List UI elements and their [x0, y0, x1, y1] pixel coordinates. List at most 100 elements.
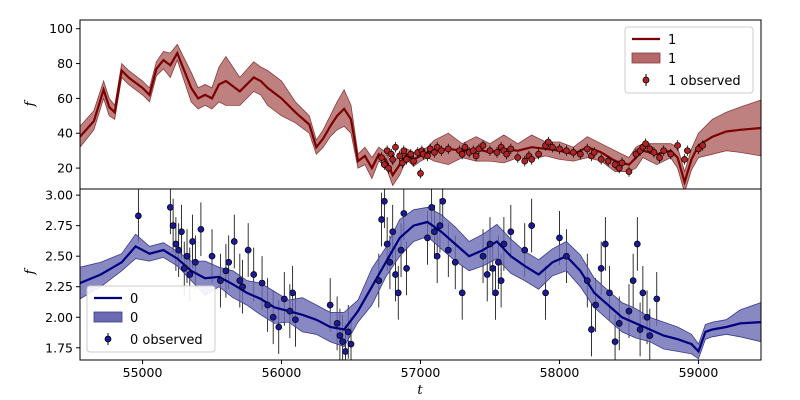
top-legend-point-swatch — [642, 76, 650, 84]
top-y-tick-label: 100 — [49, 21, 73, 36]
bot-observed-point — [458, 289, 466, 297]
top-observed-points — [378, 136, 706, 179]
top-legend-label-line: 1 — [668, 33, 676, 48]
top-observed-point — [385, 164, 392, 172]
x-tick-label: 56000 — [262, 365, 302, 380]
bot-observed-point — [378, 216, 385, 223]
bottom-panel: 1.75 2.00 2.25 2.50 2.75 3.00 55000 56000 57000… — [23, 188, 762, 398]
top-observed-point — [400, 147, 408, 155]
bot-observed-point — [166, 203, 174, 211]
top-observed-point — [650, 149, 658, 156]
bot-observed-point — [633, 240, 641, 248]
top-observed-point — [683, 147, 691, 155]
top-observed-point — [556, 145, 563, 153]
bot-observed-point — [646, 332, 654, 339]
bot-observed-point — [424, 234, 431, 242]
bot-observed-point — [289, 289, 296, 297]
bot-observed-point — [497, 277, 505, 284]
bottom-mean-line — [80, 220, 761, 354]
top-observed-point — [486, 147, 494, 155]
bot-observed-point — [342, 348, 349, 355]
x-tick-label: 58000 — [540, 365, 580, 380]
bot-observed-point — [394, 289, 402, 297]
top-observed-point — [392, 143, 399, 151]
bot-observed-point — [444, 246, 452, 254]
top-observed-point — [403, 156, 410, 163]
bot-observed-point — [175, 246, 183, 254]
top-observed-point — [535, 150, 542, 158]
bot-observed-point — [222, 267, 230, 275]
bottom-plot-frame — [79, 188, 762, 361]
top-observed-point — [625, 168, 633, 175]
bot-observed-point — [339, 338, 347, 346]
bot-observed-point — [486, 240, 494, 248]
x-tick-label: 59000 — [679, 365, 719, 380]
bot-observed-point — [383, 240, 391, 248]
top-observed-point — [681, 156, 688, 163]
bot-observed-point — [275, 323, 283, 331]
bot-observed-point — [286, 307, 294, 315]
bot-observed-point — [197, 225, 205, 233]
bot-observed-point — [392, 271, 399, 278]
bottom-legend-box — [86, 285, 216, 353]
top-y-tick-label: 20 — [57, 161, 73, 176]
bot-observed-point — [381, 197, 388, 205]
top-legend: 1 1 1 observed — [624, 26, 754, 94]
top-observed-point — [667, 150, 675, 158]
bot-observed-point — [643, 313, 651, 321]
bot-y-tick-label: 3.00 — [45, 188, 73, 203]
bot-observed-point — [653, 295, 661, 303]
bot-y-tick-label: 2.50 — [45, 249, 73, 264]
top-observed-point — [479, 142, 487, 149]
top-observed-point — [417, 169, 424, 177]
bot-observed-point — [507, 228, 515, 236]
bot-observed-point — [494, 258, 502, 266]
bot-observed-point — [375, 277, 383, 284]
bot-observed-point — [183, 252, 191, 260]
bot-observed-point — [186, 271, 194, 278]
bot-observed-point — [192, 258, 199, 266]
bot-observed-point — [639, 289, 647, 297]
bot-observed-point — [588, 326, 595, 333]
top-observed-point — [437, 147, 445, 155]
top-y-axis-label: f — [23, 99, 38, 107]
bot-observed-point — [428, 203, 435, 211]
bot-observed-point — [264, 301, 271, 309]
bot-y-tick-label: 2.00 — [45, 310, 73, 325]
bot-observed-point — [611, 338, 619, 346]
top-observed-point — [660, 147, 668, 155]
top-observed-point — [507, 145, 515, 153]
bot-observed-point — [230, 238, 238, 245]
bot-observed-point — [269, 313, 277, 321]
bot-observed-point — [217, 277, 224, 284]
bot-observed-point — [528, 222, 536, 229]
top-legend-label-observed: 1 observed — [668, 74, 741, 89]
top-observed-point — [597, 156, 605, 163]
top-legend-band-swatch — [631, 52, 661, 64]
top-y-tick-label: 60 — [57, 91, 73, 106]
top-observed-point — [576, 150, 584, 158]
top-observed-point — [378, 154, 385, 161]
bot-observed-point — [244, 246, 252, 254]
top-observed-point — [570, 149, 577, 156]
bot-observed-point — [431, 228, 438, 236]
top-y-tick-label: 80 — [57, 56, 73, 71]
bot-observed-point — [347, 340, 355, 348]
x-tick-label: 55000 — [123, 365, 163, 380]
bot-observed-point — [492, 289, 499, 297]
bot-observed-point — [451, 258, 459, 266]
bot-observed-point — [592, 301, 599, 309]
bottom-legend-point-swatch — [104, 335, 112, 343]
bot-observed-point — [403, 265, 410, 272]
top-observed-point — [493, 149, 501, 156]
bot-observed-point — [225, 258, 233, 266]
bot-observed-point — [556, 234, 563, 242]
bot-observed-point — [333, 320, 341, 327]
top-observed-point — [458, 150, 466, 158]
bot-observed-point — [606, 289, 613, 297]
top-observed-point — [444, 145, 452, 153]
bot-observed-point — [629, 277, 637, 284]
top-observed-point — [563, 147, 570, 155]
top-observed-point — [583, 145, 591, 153]
bot-observed-point — [178, 228, 185, 236]
